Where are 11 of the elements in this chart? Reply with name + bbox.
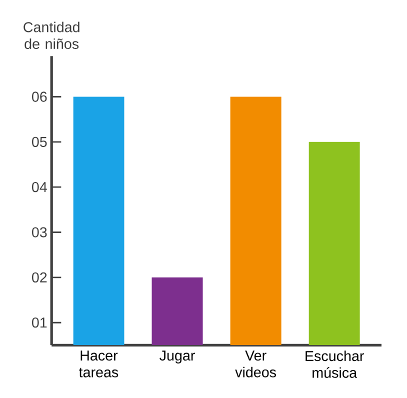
y-axis-title: Cantidad de niños [24,22,80,50]
x-tick-label: Hacer tareas [79,350,118,378]
x-tick-label: Ver videos [235,350,276,378]
y-tick-label: 01 [32,318,47,328]
y-tick-label: 02 [32,272,47,283]
y-tick-label: 05 [32,136,47,148]
y-tick-label: 03 [32,227,47,238]
y-tick-label: 06 [32,92,47,102]
y-tick-label: 04 [32,182,47,192]
x-tick-label: Escuchar música [306,350,364,378]
x-tick-label: Jugar [160,350,195,364]
